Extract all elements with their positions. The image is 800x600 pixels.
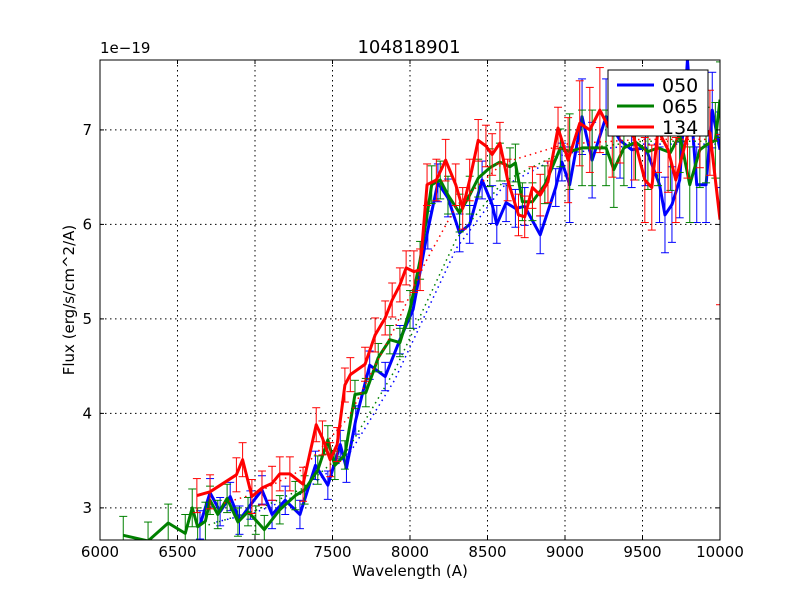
x-tick-label: 7500 <box>313 543 351 561</box>
y-tick-label: 3 <box>82 499 92 517</box>
x-tick-label: 8500 <box>468 543 506 561</box>
x-tick-label: 9000 <box>546 543 584 561</box>
x-tick-label: 7000 <box>236 543 274 561</box>
chart-title: 104818901 <box>357 37 460 58</box>
y-offset-label: 1e−19 <box>100 39 150 57</box>
x-axis-label: Wavelength (A) <box>352 562 468 580</box>
y-tick-label: 5 <box>82 310 92 328</box>
y-tick-label: 7 <box>82 121 92 139</box>
x-tick-label: 10000 <box>696 543 744 561</box>
legend-label-050: 050 <box>662 75 698 97</box>
ticks: 6000 6500 7000 7500 8000 8500 9000 9500 10000 3 4 5… <box>81 60 744 561</box>
x-tick-label: 8000 <box>391 543 429 561</box>
y-axis-label: Flux (erg/s/cm^2/A) <box>60 225 78 376</box>
y-tick-label: 4 <box>82 404 92 422</box>
legend-label-065: 065 <box>662 96 698 118</box>
legend-label-134: 134 <box>662 117 698 139</box>
model-line-134 <box>223 138 720 504</box>
x-tick-label: 6000 <box>81 543 119 561</box>
y-tick-label: 6 <box>82 215 92 233</box>
x-tick-label: 9500 <box>623 543 661 561</box>
x-tick-label: 6500 <box>158 543 196 561</box>
